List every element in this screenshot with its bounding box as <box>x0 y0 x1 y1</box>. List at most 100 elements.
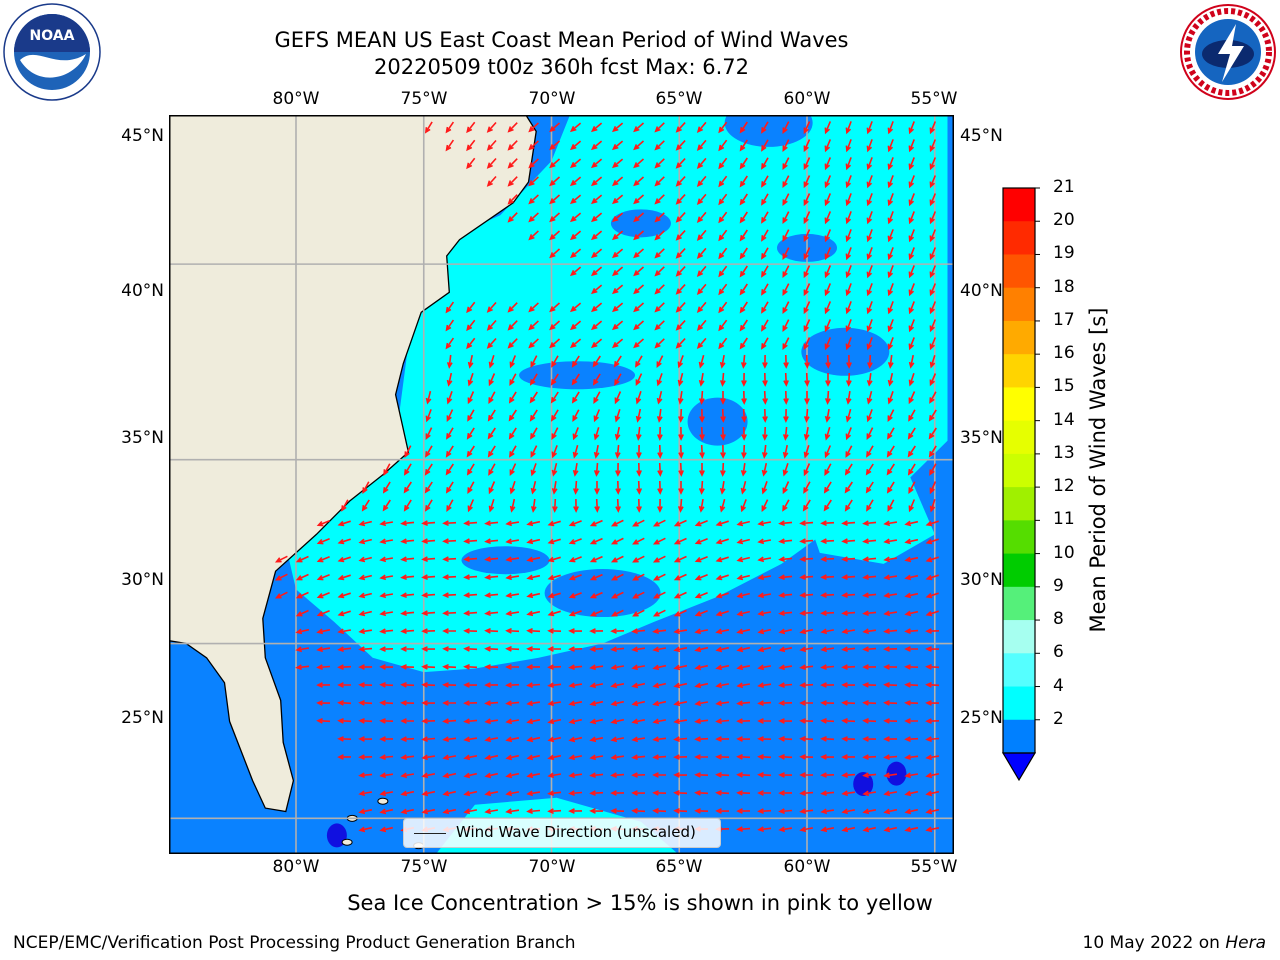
wave-direction-arrow <box>799 682 814 689</box>
wave-direction-arrow <box>904 628 919 635</box>
wave-direction-arrow <box>883 574 898 581</box>
wave-direction-arrow <box>442 663 457 670</box>
wave-direction-arrow <box>551 427 559 441</box>
wave-direction-arrow <box>782 499 790 512</box>
wave-direction-arrow <box>803 193 811 207</box>
wave-direction-arrow <box>718 301 728 314</box>
wave-direction-arrow <box>761 444 768 459</box>
wave-direction-arrow <box>505 628 520 634</box>
wave-direction-arrow <box>633 320 645 331</box>
wave-direction-arrow <box>425 391 432 405</box>
wave-direction-arrow <box>718 193 728 206</box>
wave-direction-arrow <box>823 499 832 512</box>
wave-direction-arrow <box>295 555 309 563</box>
wave-direction-arrow <box>568 754 583 761</box>
wave-direction-arrow <box>696 301 707 314</box>
wave-direction-arrow <box>883 736 898 742</box>
wave-direction-arrow <box>929 391 937 404</box>
wave-direction-arrow <box>820 700 835 706</box>
wave-direction-arrow <box>762 408 768 423</box>
wave-direction-arrow <box>528 230 539 241</box>
wave-direction-arrow <box>883 520 898 527</box>
wave-direction-arrow <box>379 628 394 635</box>
wave-direction-arrow <box>757 628 771 635</box>
wave-direction-arrow <box>824 301 832 315</box>
wave-direction-arrow <box>782 229 790 243</box>
wave-direction-arrow <box>841 682 856 688</box>
wave-direction-arrow <box>358 664 373 670</box>
wave-direction-arrow <box>803 247 811 261</box>
wave-direction-arrow <box>739 229 748 242</box>
wave-direction-arrow <box>820 808 835 815</box>
wave-direction-arrow <box>589 700 604 707</box>
wave-direction-arrow <box>925 610 939 617</box>
wave-direction-arrow <box>424 499 433 512</box>
wave-direction-arrow <box>757 754 772 760</box>
wave-direction-arrow <box>715 610 729 617</box>
wave-direction-arrow <box>883 538 898 545</box>
wave-direction-arrow <box>720 391 726 405</box>
wave-direction-arrow <box>379 772 394 779</box>
map-plot-area[interactable] <box>169 115 954 854</box>
wave-direction-arrow <box>736 664 751 671</box>
wave-direction-arrow <box>802 499 811 512</box>
wave-direction-arrow <box>463 628 478 634</box>
wave-direction-arrow <box>904 574 919 581</box>
wave-direction-arrow <box>907 445 916 458</box>
wave-direction-arrow <box>484 520 499 527</box>
wave-direction-arrow <box>379 556 394 563</box>
wave-direction-arrow <box>421 574 436 581</box>
wave-direction-arrow <box>694 556 708 563</box>
date-text: 10 May 2022 on <box>1082 933 1226 953</box>
wave-direction-arrow <box>593 391 601 404</box>
wave-direction-arrow <box>631 772 646 778</box>
wave-direction-arrow <box>908 139 915 153</box>
wave-direction-arrow <box>590 302 603 313</box>
wave-direction-arrow <box>887 265 894 279</box>
wave-direction-arrow <box>505 538 520 545</box>
wave-direction-arrow <box>908 229 915 243</box>
wave-direction-arrow <box>442 754 457 761</box>
colorbar-segment <box>1003 719 1035 754</box>
wave-direction-arrow <box>652 754 667 761</box>
wave-direction-arrow <box>846 354 852 369</box>
wave-direction-arrow <box>886 481 895 494</box>
wave-direction-arrow <box>636 480 643 495</box>
wave-direction-arrow <box>883 646 898 652</box>
wave-direction-arrow <box>484 628 499 634</box>
lon-bottom-label: 70°W <box>528 857 576 877</box>
wave-direction-arrow <box>694 700 709 707</box>
wave-direction-arrow <box>675 266 686 277</box>
wave-direction-arrow <box>799 790 814 797</box>
wave-direction-arrow <box>883 592 898 599</box>
wave-direction-arrow <box>862 754 877 760</box>
wave-direction-arrow <box>530 427 538 440</box>
wave-direction-arrow <box>612 176 624 187</box>
wave-direction-arrow <box>866 193 873 207</box>
wave-direction-arrow <box>484 538 499 545</box>
wave-direction-arrow <box>526 520 541 527</box>
wave-direction-arrow <box>549 140 561 151</box>
wave-direction-arrow <box>568 682 583 689</box>
wave-direction-arrow <box>694 790 709 796</box>
wave-direction-arrow <box>736 736 751 742</box>
wave-direction-arrow <box>631 754 646 761</box>
wave-direction-arrow <box>612 194 624 205</box>
wave-direction-arrow <box>866 337 873 351</box>
wave-direction-arrow <box>654 122 665 133</box>
wave-direction-arrow <box>778 556 793 563</box>
colorbar-title: Mean Period of Wind Waves [s] <box>1086 307 1110 633</box>
wave-direction-arrow <box>778 700 793 706</box>
wave-direction-arrow <box>590 212 603 223</box>
wave-direction-arrow <box>887 211 894 225</box>
wave-direction-arrow <box>677 498 684 513</box>
wave-direction-arrow <box>547 790 562 797</box>
wave-direction-arrow <box>803 481 811 494</box>
wave-direction-arrow <box>718 157 728 170</box>
wave-direction-arrow <box>615 498 621 513</box>
wave-direction-arrow <box>908 481 916 494</box>
wave-direction-arrow <box>782 265 790 279</box>
wave-direction-arrow <box>908 301 915 315</box>
wave-direction-arrow <box>715 574 729 581</box>
wave-direction-arrow <box>887 391 894 405</box>
